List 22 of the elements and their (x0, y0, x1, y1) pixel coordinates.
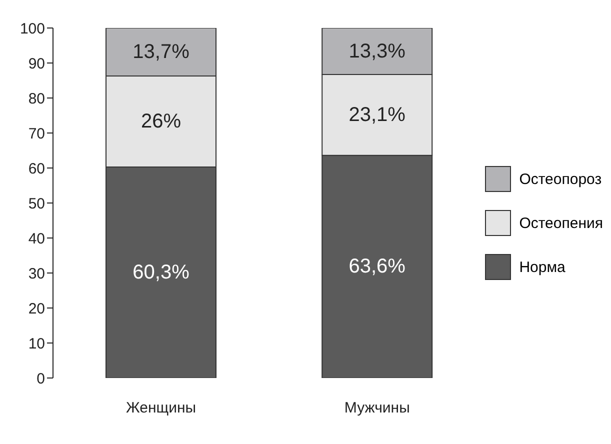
y-tick-label: 70 (28, 125, 45, 142)
y-tick-label: 40 (28, 230, 45, 248)
data-label: 13,7% (132, 40, 190, 63)
y-tick-label: 50 (28, 195, 45, 212)
y-tick-label: 90 (28, 55, 45, 72)
legend-label: Остеопения (519, 214, 603, 232)
y-tick-label: 60 (28, 160, 45, 178)
data-label: 60,3% (132, 261, 190, 284)
y-tick-label: 100 (20, 20, 45, 38)
y-tick-label: 30 (28, 265, 45, 282)
data-label: 63,6% (348, 256, 406, 278)
y-tick-label: 0 (36, 370, 45, 388)
data-label: 13,3% (348, 40, 406, 62)
x-tick-label: Женщины (126, 400, 196, 417)
data-label: 23,1% (348, 104, 406, 126)
data-label: 26% (140, 110, 182, 132)
legend-label: Остеопороз (519, 170, 602, 188)
x-tick-label: Мужчины (344, 400, 410, 417)
y-tick-label: 80 (28, 90, 45, 108)
legend-label: Норма (519, 258, 566, 276)
y-tick-label: 10 (28, 335, 45, 352)
y-tick-label: 20 (28, 300, 45, 318)
